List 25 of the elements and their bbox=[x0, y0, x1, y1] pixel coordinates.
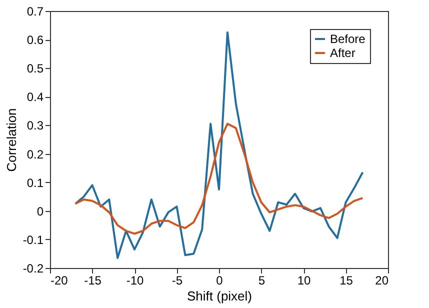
legend-label: Before bbox=[330, 32, 366, 46]
y-tick-label: 0.5 bbox=[26, 62, 44, 76]
y-tick-label: 0 bbox=[36, 204, 44, 218]
x-tick-label: -10 bbox=[126, 274, 144, 288]
y-tick-label: 0.3 bbox=[26, 118, 44, 133]
y-axis-title: Correlation bbox=[4, 108, 19, 172]
line-series bbox=[74, 122, 364, 235]
legend-label: After bbox=[330, 46, 356, 60]
y-tick-label: 0.6 bbox=[26, 33, 44, 48]
x-tick-label: -20 bbox=[50, 274, 68, 288]
line-series bbox=[74, 31, 364, 260]
x-tick-label: -15 bbox=[84, 274, 102, 288]
x-tick-label: -5 bbox=[172, 274, 183, 288]
x-tick-label: 15 bbox=[340, 274, 354, 288]
x-axis-title: Shift (pixel) bbox=[186, 288, 252, 304]
y-tick-label: 0.2 bbox=[26, 147, 44, 162]
y-tick-label: -0.2 bbox=[22, 262, 44, 276]
y-tick-label: 0.4 bbox=[26, 90, 44, 104]
y-tick-label: 0.1 bbox=[26, 176, 44, 190]
x-tick-label: 20 bbox=[375, 274, 389, 288]
y-tick-label: 0.7 bbox=[26, 4, 44, 18]
x-tick-label: 5 bbox=[258, 274, 266, 288]
y-tick-label: -0.1 bbox=[22, 232, 44, 247]
x-tick-label: 10 bbox=[297, 274, 311, 288]
x-tick-label: 0 bbox=[216, 274, 224, 288]
